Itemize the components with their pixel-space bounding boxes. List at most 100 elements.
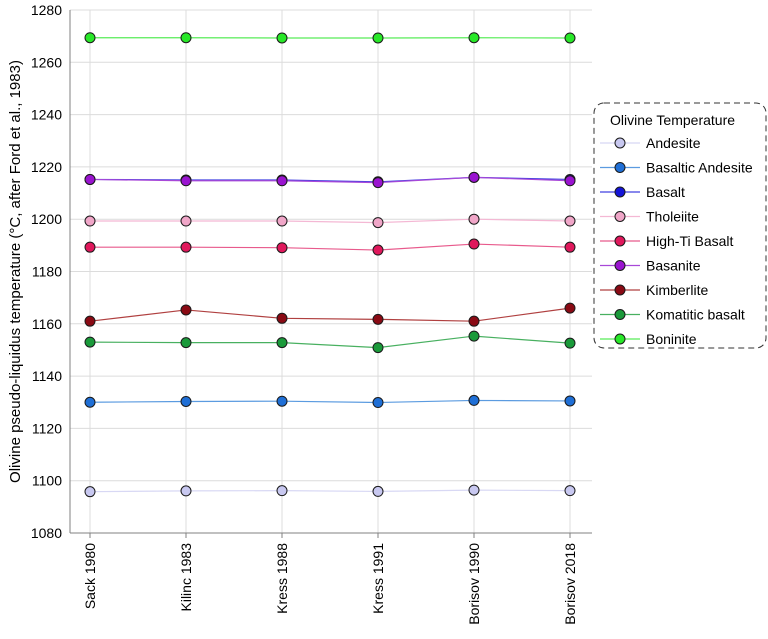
- x-tick-label: Sack 1980: [82, 543, 98, 609]
- y-tick-label: 1240: [31, 107, 62, 123]
- data-point: [564, 241, 576, 253]
- series-line: [89, 399, 571, 404]
- series-basalt: [84, 171, 576, 188]
- series-tholeiite: [84, 213, 576, 229]
- legend-item: Kimberlite: [600, 282, 708, 298]
- data-point: [84, 173, 96, 185]
- data-point: [84, 215, 96, 227]
- data-point: [372, 313, 384, 325]
- data-point: [372, 177, 384, 189]
- legend-item: Boninite: [600, 331, 697, 347]
- legend-label: Boninite: [646, 331, 697, 347]
- data-point: [564, 485, 576, 497]
- data-point: [180, 241, 192, 253]
- data-point: [180, 32, 192, 44]
- data-point: [564, 215, 576, 227]
- series-line: [89, 176, 571, 184]
- data-point: [564, 175, 576, 187]
- data-point: [468, 315, 480, 327]
- legend-label: Komatitic basalt: [646, 307, 745, 323]
- data-point: [372, 217, 384, 229]
- series-andesite: [84, 484, 576, 498]
- legend-label: High-Ti Basalt: [646, 233, 734, 249]
- series-basanite: [84, 171, 576, 189]
- gridlines: [70, 9, 592, 534]
- legend-swatch-marker: [614, 284, 626, 296]
- legend-item: Basalt: [600, 184, 685, 200]
- series-boninite: [84, 32, 576, 44]
- data-point: [180, 175, 192, 187]
- data-point: [84, 315, 96, 327]
- data-point: [84, 241, 96, 253]
- legend-swatch-marker: [614, 333, 626, 345]
- data-point: [468, 238, 480, 250]
- series-high-ti-basalt: [84, 238, 576, 256]
- data-point: [372, 32, 384, 44]
- data-point: [276, 175, 288, 187]
- data-point: [468, 213, 480, 225]
- legend-swatch-marker: [614, 309, 626, 320]
- data-point: [468, 484, 480, 496]
- y-tick-label: 1080: [31, 525, 62, 541]
- series-line: [89, 307, 571, 322]
- legend-item: Basanite: [600, 258, 701, 274]
- legend: Olivine Temperature Andesite Basaltic And…: [593, 102, 767, 349]
- data-point: [372, 485, 384, 497]
- data-point: [564, 395, 576, 407]
- x-tick-labels: Sack 1980 Kilinc 1983 Kress 1988 Kress 1991…: [82, 543, 578, 625]
- data-point: [468, 394, 480, 406]
- x-tick-label: Kilinc 1983: [178, 543, 194, 612]
- legend-item: Komatitic basalt: [600, 307, 745, 323]
- series-line: [89, 335, 571, 349]
- data-point: [564, 337, 576, 349]
- data-point: [276, 395, 288, 407]
- data-point: [276, 215, 288, 227]
- y-tick-label: 1280: [31, 2, 62, 18]
- legend-swatch-marker: [614, 260, 626, 271]
- y-tick-labels: 1080 1100 1120 1140 1160 1180 1200 1220 1240 1260…: [31, 2, 62, 541]
- legend-swatch-marker: [614, 162, 626, 173]
- series-line: [89, 489, 571, 493]
- data-point: [372, 397, 384, 409]
- legend-swatch-marker: [614, 211, 626, 222]
- legend-item: Andesite: [600, 135, 701, 151]
- legend-items: Andesite Basaltic Andesite Basalt Tholeiite…: [600, 135, 753, 347]
- legend-item: Tholeiite: [600, 209, 699, 225]
- data-point: [468, 330, 480, 342]
- data-point: [372, 342, 384, 354]
- y-tick-label: 1100: [32, 473, 62, 489]
- y-tick-label: 1260: [31, 54, 62, 70]
- data-point: [180, 337, 192, 349]
- y-tick-label: 1120: [32, 420, 62, 436]
- legend-label: Basalt: [646, 184, 685, 200]
- data-point: [84, 336, 96, 348]
- x-tick-label: Kress 1988: [274, 543, 290, 614]
- x-tick-label: Kress 1991: [370, 543, 386, 614]
- y-tick-label: 1160: [32, 316, 62, 332]
- data-point: [276, 32, 288, 44]
- series-group: [84, 32, 576, 498]
- legend-label: Basanite: [646, 258, 701, 274]
- y-tick-label: 1180: [32, 264, 62, 280]
- series-line: [90, 218, 571, 224]
- axes: [69, 10, 592, 538]
- x-tick-label: Borisov 2018: [562, 543, 578, 625]
- series-komatitic-basalt: [84, 330, 576, 354]
- legend-box: [593, 102, 767, 349]
- data-point: [468, 32, 480, 44]
- data-point: [84, 396, 96, 408]
- data-point: [468, 171, 480, 183]
- legend-item: High-Ti Basalt: [600, 233, 734, 249]
- x-tick-label: Borisov 1990: [466, 543, 482, 625]
- y-tick-label: 1200: [31, 211, 62, 227]
- data-point: [180, 215, 192, 227]
- legend-swatch-marker: [614, 186, 626, 198]
- data-point: [276, 337, 288, 349]
- data-point: [276, 312, 288, 324]
- data-point: [84, 32, 96, 44]
- legend-swatch-marker: [614, 235, 626, 247]
- y-axis-title: Olivine pseudo-liquidus temperature (°C,…: [7, 60, 24, 483]
- y-tick-label: 1220: [31, 159, 62, 175]
- data-point: [564, 32, 576, 44]
